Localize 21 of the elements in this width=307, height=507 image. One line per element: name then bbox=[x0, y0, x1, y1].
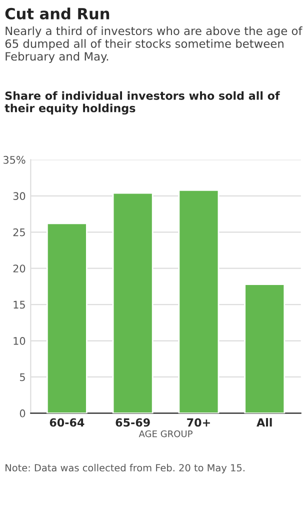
y-tick-label: 35% bbox=[3, 156, 26, 164]
bar bbox=[46, 222, 88, 414]
x-tick-label: 65-69 bbox=[116, 418, 150, 427]
chart-subtitle: Nearly a third of investors who are above the age of 65 dumped all of their stocks sometime between February and May. bbox=[5, 26, 302, 63]
x-axis-title: AGE GROUP bbox=[138, 430, 192, 438]
bar bbox=[178, 189, 220, 414]
bar bbox=[244, 284, 286, 414]
text: Note: Data was collected from Feb. 20 to May 15. bbox=[6, 464, 244, 474]
y-tick-label: 5 bbox=[20, 373, 25, 382]
chart-title: Cut and Run bbox=[5, 8, 110, 20]
y-tick-label: 20 bbox=[13, 264, 26, 272]
x-tick-label: All bbox=[256, 418, 272, 427]
y-tick-label: 15 bbox=[14, 300, 25, 309]
y-tick-label: 25 bbox=[13, 228, 25, 236]
y-tick-label: 10 bbox=[14, 337, 26, 345]
y-tick-label: 0 bbox=[20, 409, 26, 418]
x-tick-label: 60-64 bbox=[50, 418, 84, 427]
y-tick-label: 30 bbox=[13, 192, 26, 200]
x-tick-label: 70+ bbox=[187, 418, 210, 427]
y-axis-title: Share of individual investors who sold all of their equity holdings bbox=[4, 91, 280, 115]
bar bbox=[112, 192, 154, 414]
